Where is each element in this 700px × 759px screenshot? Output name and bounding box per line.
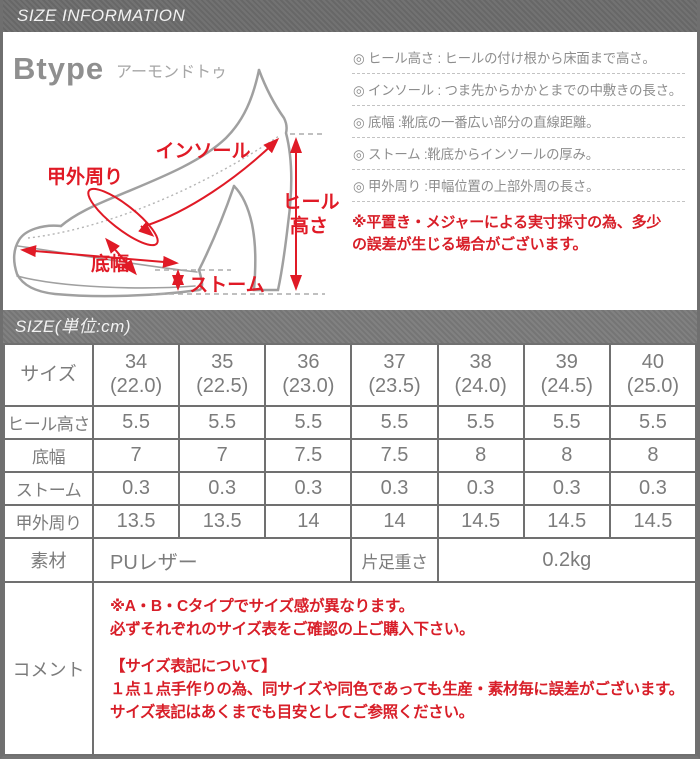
cell: 5.5 xyxy=(264,405,353,440)
reference-dashed-lines xyxy=(151,133,325,295)
comment-notice-title: 【サイズ表記について】 xyxy=(110,657,277,675)
comment-warning-1: ※A・B・Cタイプでサイズ感が異なります。 xyxy=(110,598,414,615)
instep-girth-ellipse xyxy=(87,187,159,247)
cell: 5.5 xyxy=(178,405,267,440)
disclaimer-line-1: ※平置き・メジャーによる実寸採寸の為、多少 xyxy=(352,214,662,231)
size-col-37: 37 (23.5) xyxy=(350,343,439,407)
cell: 5.5 xyxy=(436,405,525,440)
row-label: ストーム xyxy=(3,471,94,506)
size-corner-label: サイズ xyxy=(3,343,94,407)
cell: 0.3 xyxy=(350,471,439,506)
size-col-38: 38 (24.0) xyxy=(436,343,525,407)
storm-label: ストーム xyxy=(189,275,264,296)
size-section-title: SIZE(単位:cm) xyxy=(3,310,697,343)
definition-item: ◎ 底幅 :靴底の一番広い部分の直線距離。 xyxy=(352,106,685,138)
cell: 7 xyxy=(91,438,181,473)
sole-width-row: 底幅 7 7 7.5 7.5 8 8 8 xyxy=(3,438,698,473)
material-value: PUレザー xyxy=(91,537,353,583)
comment-body: ※A・B・Cタイプでサイズ感が異なります。 必ずそれぞれのサイズ表をご確認の上ご… xyxy=(92,581,697,756)
disclaimer-line-2: の誤差が生じる場合がございます。 xyxy=(352,235,588,253)
instep-girth-label: 甲外周り xyxy=(47,165,123,188)
cell: 14.5 xyxy=(608,504,698,539)
instep-girth-arrow xyxy=(138,222,155,237)
cell: 7 xyxy=(178,438,267,473)
cell: 8 xyxy=(522,438,611,473)
brand-subtitle: アーモンドトゥ xyxy=(116,64,227,81)
weight-value: 0.2kg xyxy=(436,537,698,583)
sole-width-label: 底幅 xyxy=(91,252,129,275)
cell: 14 xyxy=(350,504,439,539)
cell: 0.3 xyxy=(522,471,611,506)
definition-item: ◎ ストーム :靴底からインソールの厚み。 xyxy=(352,138,685,170)
definition-item: ◎ ヒール高さ : ヒールの付け根から床面まで高さ。 xyxy=(352,42,685,74)
row-label: 底幅 xyxy=(3,438,94,473)
sole-width-arrow xyxy=(20,245,179,268)
storm-row: ストーム 0.3 0.3 0.3 0.3 0.3 0.3 0.3 xyxy=(3,471,698,506)
cell: 0.3 xyxy=(608,471,698,506)
page-title: SIZE INFORMATION xyxy=(3,0,697,32)
size-col-36: 36 (23.0) xyxy=(264,343,353,407)
insole-label: インソール xyxy=(155,141,250,162)
instep-girth-row: 甲外周り 13.5 13.5 14 14 14.5 14.5 14.5 xyxy=(3,504,698,539)
row-label: ヒール高さ xyxy=(3,405,94,440)
cell: 8 xyxy=(608,438,698,473)
cell: 5.5 xyxy=(350,405,439,440)
comment-label: コメント xyxy=(3,581,94,756)
definitions-list: ◎ ヒール高さ : ヒールの付け根から床面まで高さ。 ◎ インソール : つま先… xyxy=(348,32,697,310)
table-header-row: サイズ 34 (22.0) 35 (22.5) 36 (23.0) 37 (23.5) … xyxy=(3,343,698,407)
cell: 8 xyxy=(436,438,525,473)
definition-item: ◎ インソール : つま先からかかとまでの中敷きの長さ。 xyxy=(352,74,685,106)
measurement-disclaimer: ※平置き・メジャーによる実寸採寸の為、多少 の誤差が生じる場合がございます。 xyxy=(352,212,685,256)
comment-spacer xyxy=(110,642,687,655)
shoe-diagram: Btype アーモンドトゥ xyxy=(3,32,348,310)
diagram-section: Btype アーモンドトゥ xyxy=(3,32,697,310)
heel-height-label-2: 高さ xyxy=(290,214,328,237)
cell: 7.5 xyxy=(350,438,439,473)
cell: 14.5 xyxy=(522,504,611,539)
size-col-34: 34 (22.0) xyxy=(91,343,181,407)
cell: 13.5 xyxy=(91,504,181,539)
size-table: サイズ 34 (22.0) 35 (22.5) 36 (23.0) 37 (23.5) … xyxy=(3,343,698,756)
cell: 5.5 xyxy=(91,405,181,440)
weight-label: 片足重さ xyxy=(350,537,439,583)
heel-height-row: ヒール高さ 5.5 5.5 5.5 5.5 5.5 5.5 5.5 xyxy=(3,405,698,440)
shoe-diagram-svg: Btype アーモンドトゥ xyxy=(13,51,340,298)
insole-arrow xyxy=(144,137,280,227)
cell: 13.5 xyxy=(178,504,267,539)
comment-row: コメント ※A・B・Cタイプでサイズ感が異なります。 必ずそれぞれのサイズ表をご… xyxy=(3,581,697,756)
sole-width-cross-arrow xyxy=(105,237,137,276)
size-col-35: 35 (22.5) xyxy=(178,343,267,407)
comment-warning-2: 必ずそれぞれのサイズ表をご確認の上ご購入下さい。 xyxy=(110,621,475,639)
cell: 5.5 xyxy=(522,405,611,440)
cell: 14.5 xyxy=(436,504,525,539)
row-label: 甲外周り xyxy=(3,504,94,539)
measurement-labels: インソール 甲外周り 底幅 ストーム ヒール 高さ xyxy=(47,141,340,296)
material-label: 素材 xyxy=(3,537,94,583)
cell: 0.3 xyxy=(91,471,181,506)
definition-item: ◎ 甲外周り :甲幅位置の上部外周の長さ。 xyxy=(352,170,685,202)
material-row: 素材 PUレザー 片足重さ 0.2kg xyxy=(3,537,698,583)
cell: 0.3 xyxy=(264,471,353,506)
heel-height-label-1: ヒール xyxy=(282,192,339,213)
brand-logo: Btype xyxy=(13,51,104,86)
cell: 0.3 xyxy=(178,471,267,506)
cell: 0.3 xyxy=(436,471,525,506)
size-col-39: 39 (24.5) xyxy=(522,343,611,407)
measurement-arrows xyxy=(20,137,302,291)
cell: 5.5 xyxy=(608,405,698,440)
cell: 7.5 xyxy=(264,438,353,473)
comment-notice-body: １点１点手作りの為、同サイズや同色であっても生産・素材毎に誤差がございます。サイ… xyxy=(110,680,684,721)
size-col-40: 40 (25.0) xyxy=(608,343,698,407)
cell: 14 xyxy=(264,504,353,539)
